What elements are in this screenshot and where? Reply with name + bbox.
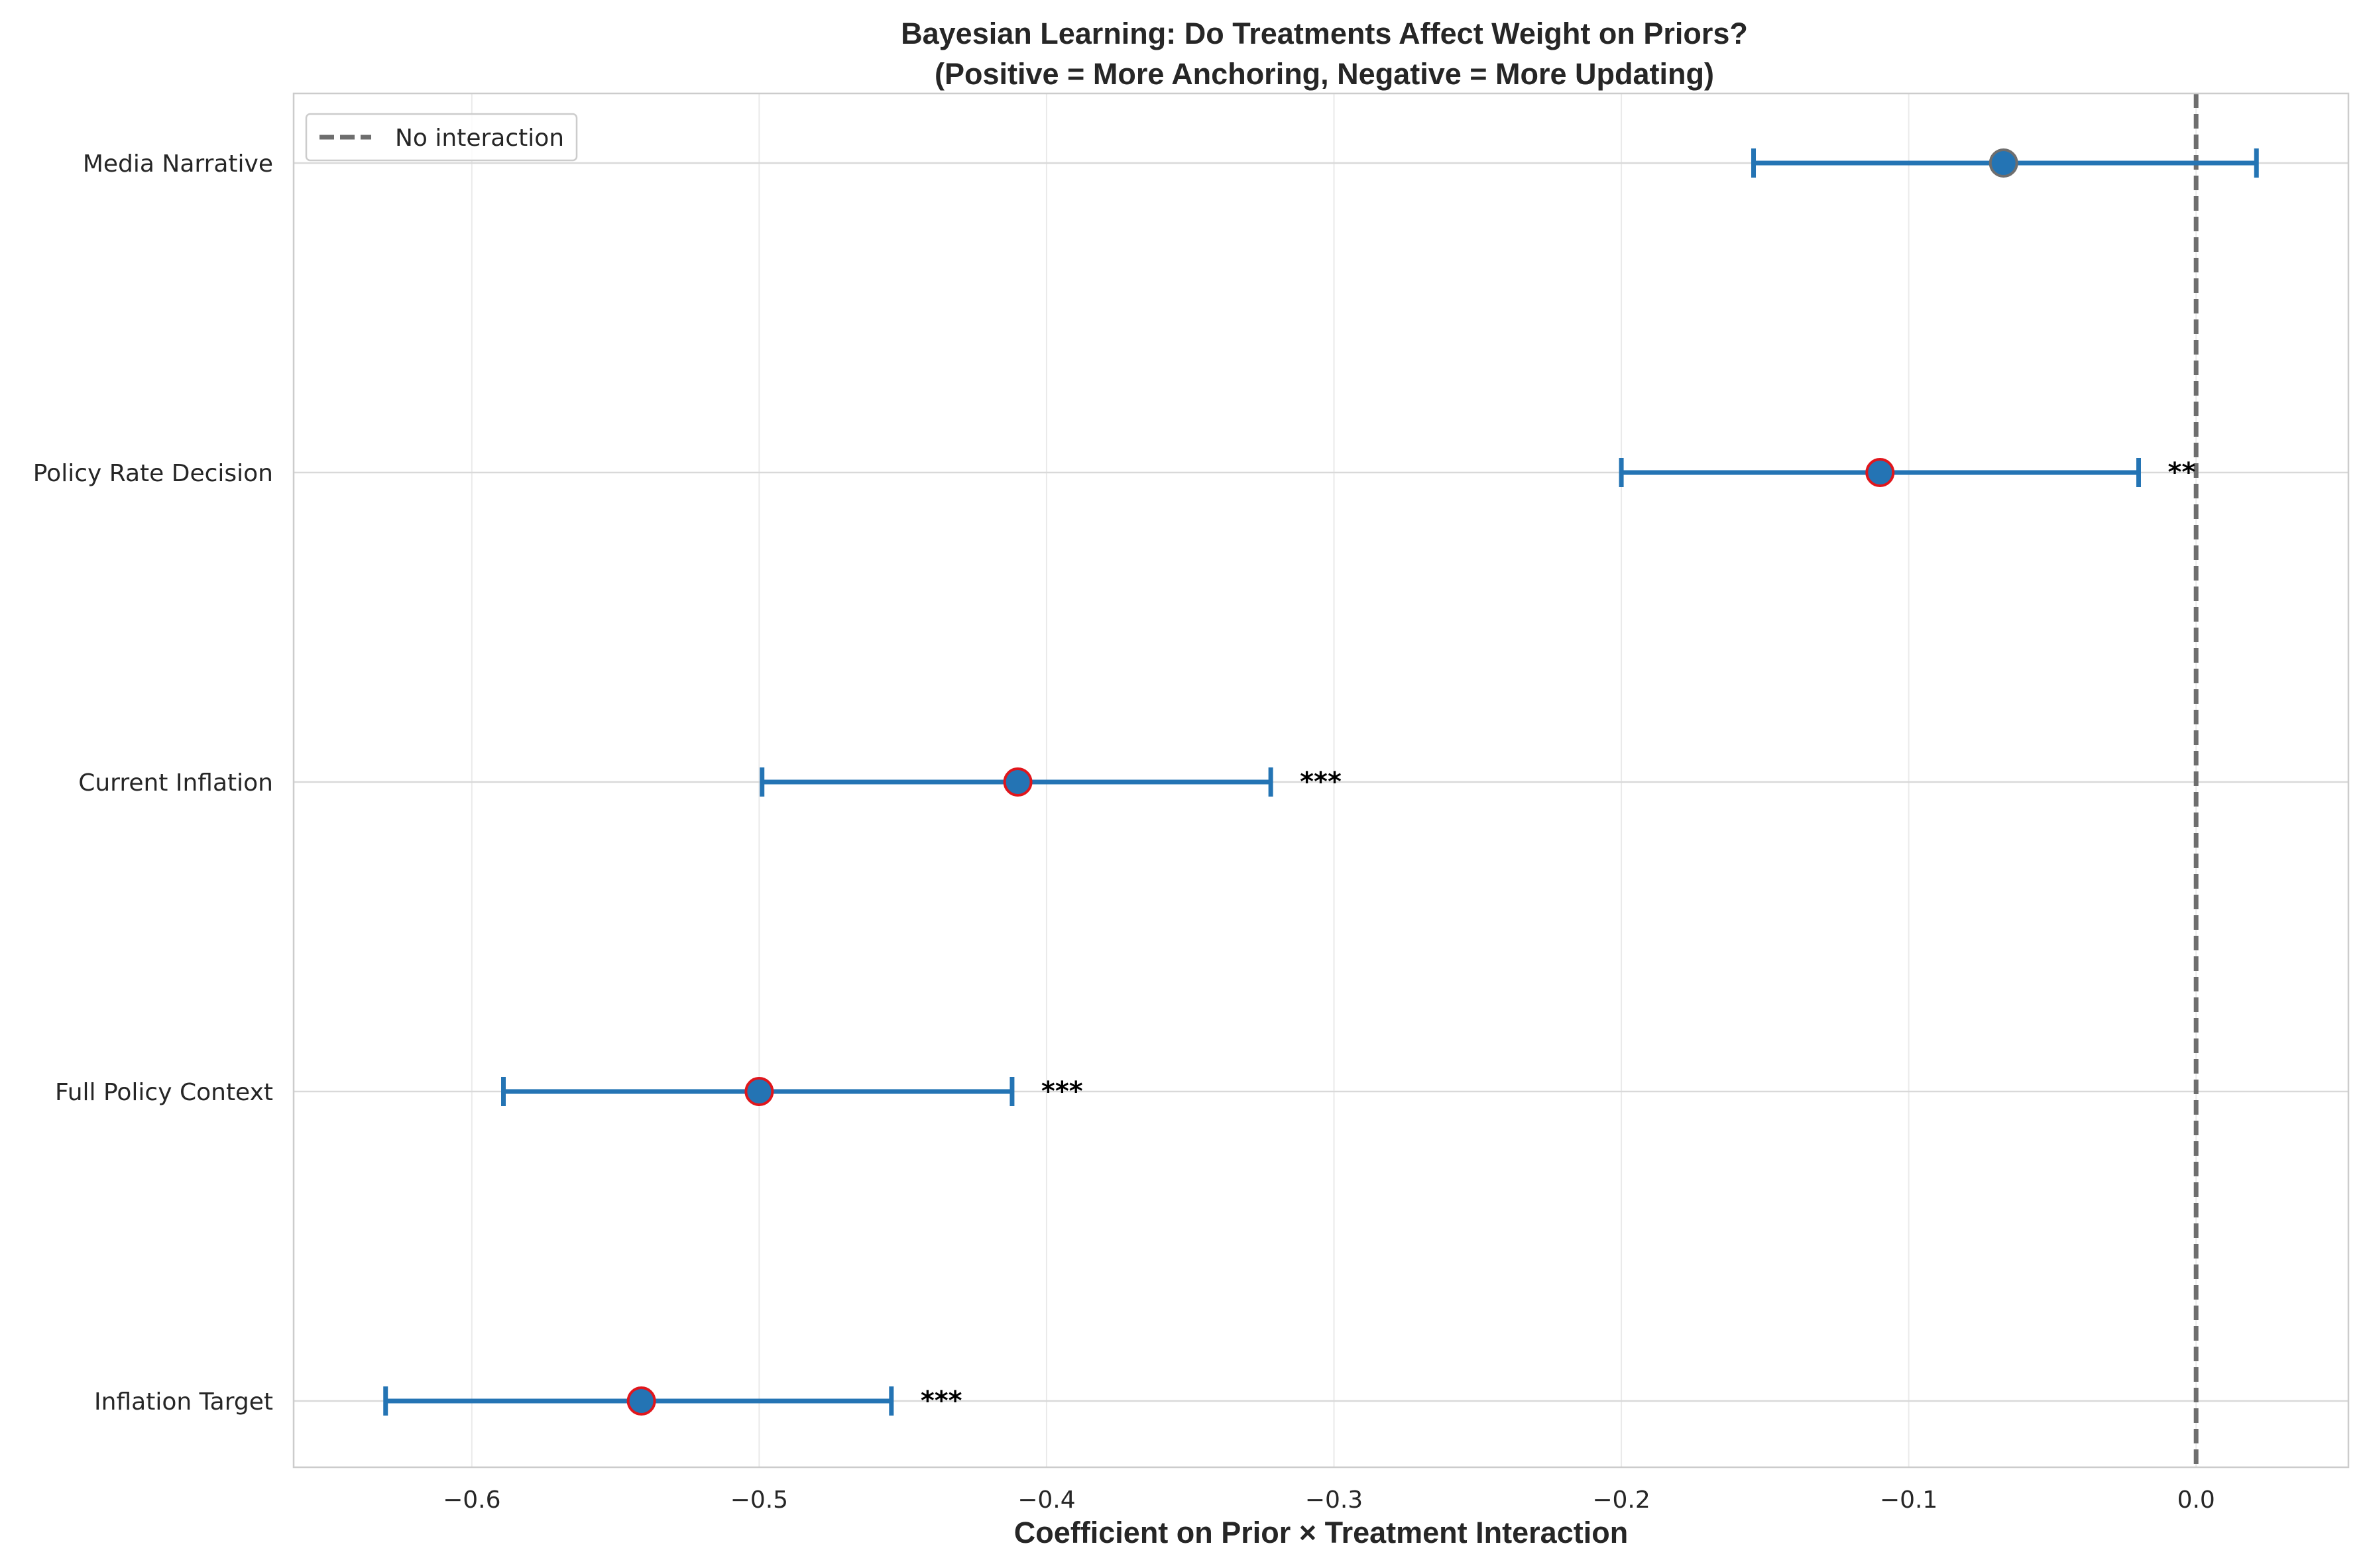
y-tick-label-1: Policy Rate Decision — [33, 460, 273, 487]
legend-entry-no-interaction: No interaction — [395, 125, 564, 152]
y-tick-label-3: Full Policy Context — [55, 1079, 273, 1106]
coefficient-point-3 — [744, 1077, 774, 1106]
coefficient-point-1 — [1865, 458, 1895, 487]
coefficient-point-0 — [1989, 148, 2018, 178]
significance-label-2: *** — [1300, 767, 1342, 797]
x-tick-label-3: −0.3 — [1305, 1486, 1363, 1514]
x-tick-label-4: −0.2 — [1592, 1486, 1650, 1514]
y-tick-label-2: Current Inflation — [78, 769, 273, 797]
legend: No interaction — [305, 113, 578, 162]
x-tick-label-2: −0.4 — [1017, 1486, 1075, 1514]
x-tick-labels: −0.6 −0.5 −0.4 −0.3 −0.2 −0.1 0.0 — [443, 1486, 2215, 1514]
x-tick-label-0: −0.6 — [443, 1486, 500, 1514]
coefficient-point-2 — [1003, 767, 1033, 797]
y-tick-labels: Media Narrative Policy Rate Decision Curre… — [33, 150, 273, 1416]
coefficient-point-4 — [626, 1386, 656, 1416]
plot-frame — [292, 92, 2350, 1469]
y-tick-label-0: Media Narrative — [83, 150, 273, 178]
x-tick-label-6: 0.0 — [2177, 1486, 2215, 1514]
significance-labels: *********** — [921, 457, 2196, 1416]
chart-title-line2: (Positive = More Anchoring, Negative = M… — [935, 57, 1714, 91]
x-tick-label-1: −0.5 — [730, 1486, 788, 1514]
y-tick-label-4: Inflation Target — [94, 1388, 273, 1416]
legend-box — [305, 113, 578, 162]
significance-label-3: *** — [1041, 1076, 1083, 1107]
coefficient-points — [626, 148, 2018, 1416]
x-axis-label: Coefficient on Prior × Treatment Interac… — [1014, 1516, 1628, 1549]
chart-title-line1: Bayesian Learning: Do Treatments Affect … — [901, 17, 1748, 50]
x-tick-label-5: −0.1 — [1880, 1486, 1937, 1514]
significance-label-4: *** — [921, 1386, 962, 1416]
significance-label-1: ** — [2167, 457, 2195, 488]
